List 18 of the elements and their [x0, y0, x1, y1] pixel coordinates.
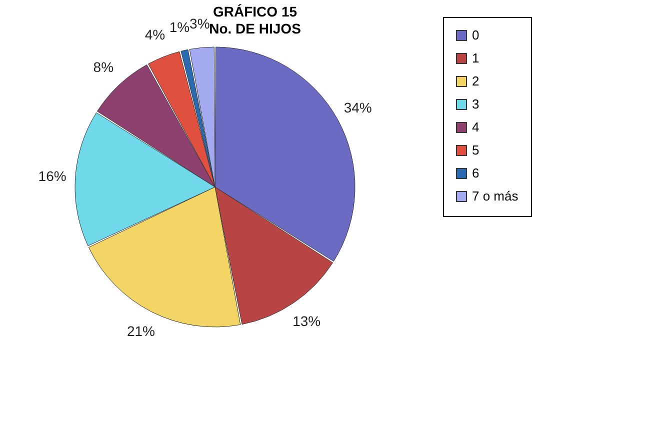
legend-label: 4 [472, 120, 480, 134]
legend-label: 1 [472, 50, 480, 66]
data-label: 8% [93, 59, 114, 76]
legend-label: 2 [472, 74, 480, 88]
legend-label: 6 [472, 166, 480, 180]
data-label: 1% [169, 18, 190, 35]
data-label: 13% [292, 312, 321, 329]
data-label: 3% [190, 16, 210, 32]
legend-label: 7 o más [472, 188, 519, 204]
data-label: 21% [126, 323, 156, 340]
chart-subtitle: No. DE HIJOS [209, 20, 301, 36]
legend-label: 3 [472, 96, 480, 112]
legend-label: 5 [472, 142, 480, 158]
data-label: 16% [38, 168, 66, 184]
legend-label: 0 [472, 28, 480, 42]
chart-title: GRÁFICO 15 [212, 4, 298, 20]
data-label: 34% [344, 99, 372, 116]
data-label: 4% [144, 26, 166, 42]
